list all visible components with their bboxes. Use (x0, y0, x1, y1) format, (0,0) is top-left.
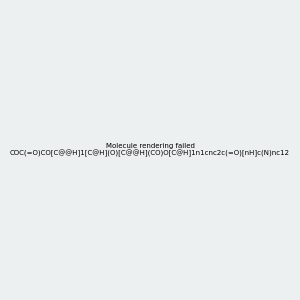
Text: Molecule rendering failed
COC(=O)CO[C@@H]1[C@H](O)[C@@H](CO)O[C@H]1n1cnc2c(=O)[n: Molecule rendering failed COC(=O)CO[C@@H… (10, 143, 290, 157)
